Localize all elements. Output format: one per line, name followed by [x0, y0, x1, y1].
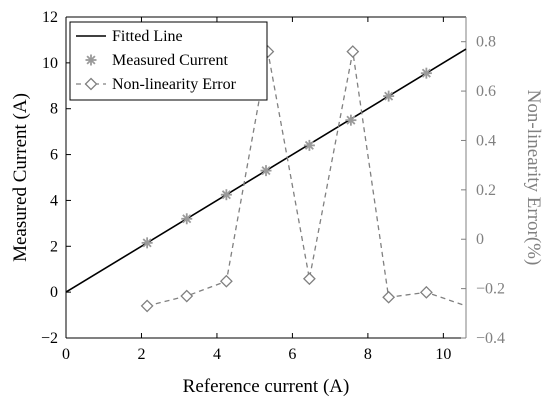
y-right-tick-label: −0.2 [476, 281, 505, 298]
x-tick-label: 10 [435, 346, 451, 363]
y-left-tick-label: 10 [42, 55, 58, 72]
measured-current-point [345, 114, 357, 126]
y-right-tick-label: 0.6 [476, 83, 496, 100]
legend-box [69, 21, 268, 101]
x-tick-label: 2 [137, 346, 145, 363]
y-left-tick-label: 6 [50, 147, 58, 164]
nonlinearity-error-point [302, 272, 316, 286]
x-tick-label: 0 [62, 346, 70, 363]
y-right-tick-label: −0.4 [476, 330, 505, 347]
nonlinearity-error-point [419, 285, 433, 299]
legend-label: Measured Current [112, 52, 229, 69]
y-right-tick-label: 0.2 [476, 182, 496, 199]
legend-asterisk-icon [85, 54, 97, 66]
y-right-tick-label: 0.8 [476, 34, 496, 51]
legend-label: Non-linearity Error [112, 76, 237, 93]
measured-current-point [220, 189, 232, 201]
legend-diamond-icon [84, 77, 98, 91]
y-right-tick-label: 0 [476, 231, 484, 248]
plot-frame [65, 16, 467, 339]
legend-label: Fitted Line [112, 28, 183, 45]
x-tick-label: 8 [364, 346, 372, 363]
measured-current-point [260, 165, 272, 177]
x-tick-label: 6 [288, 346, 296, 363]
series-line-non-linearity-error [146, 51, 467, 307]
measured-current-point [383, 90, 395, 102]
y-right-tick-label: 0.4 [476, 132, 496, 149]
y-axis-left-label: Measured Current (A) [10, 93, 31, 262]
measured-current-point [303, 139, 315, 151]
x-axis-label: Reference current (A) [183, 376, 350, 397]
nonlinearity-error-point [382, 290, 396, 304]
y-left-tick-label: −2 [41, 330, 58, 347]
nonlinearity-error-point [140, 299, 154, 313]
nonlinearity-error-point [219, 274, 233, 288]
legend: Fitted Line Measured Current Non-linearity… [69, 21, 268, 101]
nonlinearity-error-point [180, 289, 194, 303]
measured-current-point [141, 237, 153, 249]
measured-current-point [420, 67, 432, 79]
series-layer [65, 45, 467, 313]
y-left-tick-label: 0 [50, 284, 58, 301]
y-left-tick-label: 4 [50, 192, 58, 209]
x-tick-label: 4 [213, 346, 221, 363]
y-left-tick-label: 8 [50, 101, 58, 118]
measured-current-point [181, 213, 193, 225]
y-axis-right-label: Non-linearity Error(%) [523, 90, 544, 266]
y-left-tick-label: 2 [50, 238, 58, 255]
y-left-tick-label: 12 [42, 9, 58, 26]
nonlinearity-error-point [346, 45, 360, 58]
